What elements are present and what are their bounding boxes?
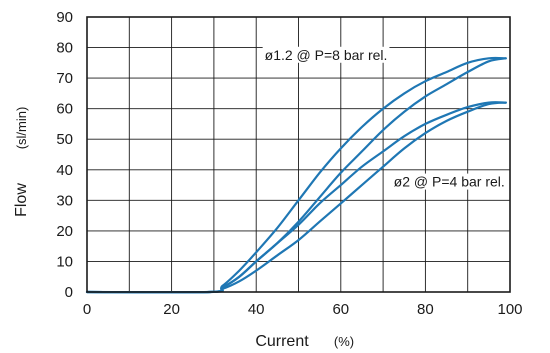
y-tick-label: 0 (65, 284, 73, 301)
annotation-background (391, 173, 507, 190)
x-tick-label: 60 (332, 301, 349, 318)
y-tick-label: 50 (56, 131, 73, 148)
y-axis-unit: (sl/min) (14, 107, 29, 150)
curve-annotation: ø1.2 @ P=8 bar rel. (265, 47, 388, 63)
y-tick-label: 10 (56, 253, 73, 270)
annotation-background (262, 46, 390, 63)
x-tick-label: 40 (248, 301, 265, 318)
plot-frame (86, 16, 511, 293)
tick-labels: 0 20 40 60 80 100 0 10 20 30 40 50 60 70 80 90 (56, 9, 522, 318)
series-line-3 (85, 101, 507, 294)
x-tick-label: 100 (497, 301, 522, 318)
series-lines (85, 56, 507, 294)
annotations: ø1.2 @ P=8 bar rel. ø2 @ P=4 bar rel. (262, 46, 507, 190)
series-line-1 (85, 56, 507, 294)
x-tick-label: 80 (417, 301, 434, 318)
x-axis-unit: (%) (334, 334, 354, 349)
curve-annotation: ø2 @ P=4 bar rel. (394, 174, 505, 190)
y-tick-label: 90 (56, 9, 73, 26)
y-tick-label: 80 (56, 40, 73, 57)
y-tick-label: 70 (56, 70, 73, 87)
x-tick-label: 0 (83, 301, 91, 318)
y-tick-label: 20 (56, 223, 73, 240)
x-axis-label: Current (255, 333, 309, 350)
y-tick-label: 30 (56, 192, 73, 209)
y-tick-label: 40 (56, 162, 73, 179)
x-tick-label: 20 (163, 301, 180, 318)
series-line-4 (85, 101, 507, 294)
y-axis-label: Flow (13, 183, 30, 217)
y-tick-label: 60 (56, 101, 73, 118)
